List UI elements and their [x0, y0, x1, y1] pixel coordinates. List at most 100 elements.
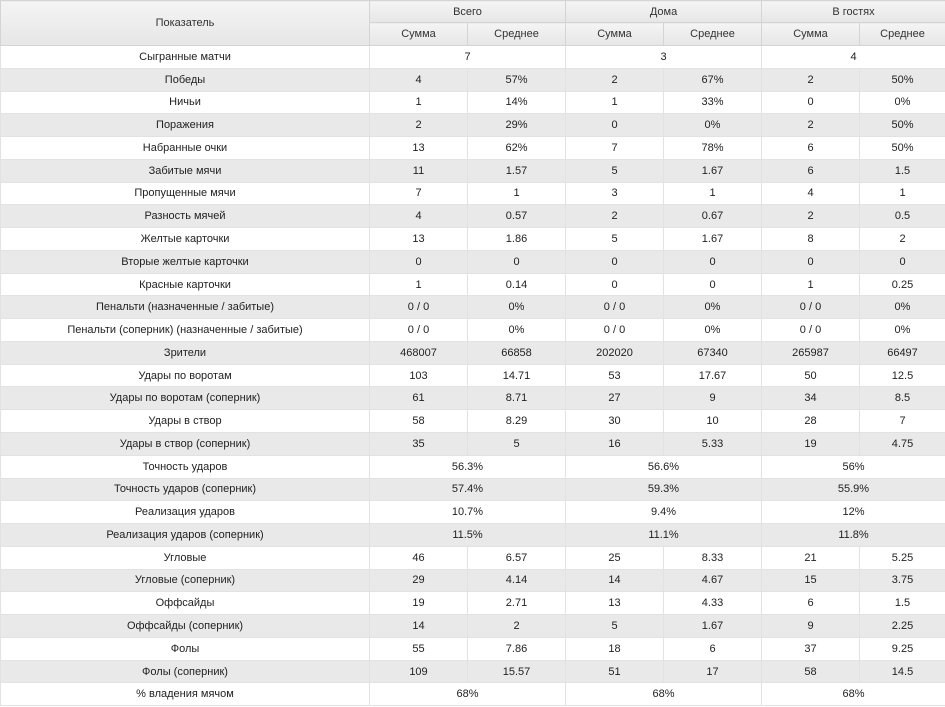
table-row: Набранные очки 13 62% 7 78% 6 50% — [0, 136, 945, 160]
group-header-total: Всего — [369, 0, 566, 23]
table-cell: 1 — [565, 90, 664, 115]
table-cell: 8.33 — [663, 545, 762, 570]
table-cell: 4.14 — [467, 568, 566, 593]
table-cell: 5 — [467, 432, 566, 456]
row-label: Забитые мячи — [0, 158, 370, 183]
table-cell: 55 — [369, 636, 468, 661]
row-label: Удары по воротам (соперник) — [0, 386, 370, 411]
table-cell: 202020 — [565, 340, 664, 365]
row-label: Удары по воротам — [0, 363, 370, 388]
table-cell-merged: 56.6% — [565, 454, 762, 479]
table-cell: 7 — [369, 181, 468, 206]
row-label: Оффсайды (соперник) — [0, 614, 370, 638]
column-header-home-sum[interactable]: Сумма — [565, 22, 664, 46]
table-cell: 1.86 — [467, 227, 566, 251]
row-label: Фолы — [0, 636, 370, 661]
group-header-away: В гостях — [761, 0, 945, 23]
table-cell: 0.25 — [859, 272, 945, 297]
table-row: Точность ударов (соперник) 57.4% 59.3% 55.9… — [0, 477, 945, 502]
table-cell-merged: 68% — [565, 682, 762, 707]
table-cell: 29% — [467, 113, 566, 138]
table-cell: 1 — [859, 181, 945, 206]
table-cell: 6 — [761, 136, 860, 160]
table-row: Удары по воротам 103 14.71 53 17.67 50 12.5 — [0, 363, 945, 388]
table-cell: 9 — [663, 386, 762, 411]
table-cell: 2 — [369, 113, 468, 138]
column-header-indicator[interactable]: Показатель — [0, 0, 370, 46]
table-cell: 34 — [761, 386, 860, 411]
table-cell-merged: 9.4% — [565, 500, 762, 525]
table-cell: 6.57 — [467, 545, 566, 570]
table-cell-merged: 7 — [369, 45, 566, 69]
table-cell: 0 — [761, 90, 860, 115]
table-cell: 0 — [663, 272, 762, 297]
table-cell: 37 — [761, 636, 860, 661]
row-label: Вторые желтые карточки — [0, 249, 370, 274]
table-cell: 50% — [859, 67, 945, 92]
table-cell: 0 / 0 — [761, 295, 860, 320]
table-cell: 53 — [565, 363, 664, 388]
table-cell: 3 — [565, 181, 664, 206]
row-label: Реализация ударов (соперник) — [0, 523, 370, 547]
table-cell: 0.5 — [859, 204, 945, 229]
table-cell: 468007 — [369, 340, 468, 365]
row-label: Удары в створ — [0, 409, 370, 434]
table-cell: 14% — [467, 90, 566, 115]
table-cell: 35 — [369, 432, 468, 456]
table-cell: 0% — [663, 295, 762, 320]
row-label: Победы — [0, 67, 370, 92]
table-cell: 0% — [663, 318, 762, 342]
table-cell-merged: 56.3% — [369, 454, 566, 479]
table-cell: 29 — [369, 568, 468, 593]
table-cell: 19 — [761, 432, 860, 456]
row-label: Пропущенные мячи — [0, 181, 370, 206]
table-cell: 0 — [565, 113, 664, 138]
table-cell: 109 — [369, 659, 468, 684]
table-cell-merged: 4 — [761, 45, 945, 69]
column-header-total-sum[interactable]: Сумма — [369, 22, 468, 46]
table-row: Точность ударов 56.3% 56.6% 56% — [0, 454, 945, 479]
table-cell: 5 — [565, 614, 664, 638]
table-cell: 15.57 — [467, 659, 566, 684]
table-row: Поражения 2 29% 0 0% 2 50% — [0, 113, 945, 138]
table-cell: 4 — [761, 181, 860, 206]
table-cell: 103 — [369, 363, 468, 388]
table-row: Угловые (соперник) 29 4.14 14 4.67 15 3.75 — [0, 568, 945, 593]
row-label: Пенальти (назначенные / забитые) — [0, 295, 370, 320]
row-label: Угловые — [0, 545, 370, 570]
table-cell: 28 — [761, 409, 860, 434]
table-cell: 14 — [565, 568, 664, 593]
table-row: Угловые 46 6.57 25 8.33 21 5.25 — [0, 545, 945, 570]
table-cell-merged: 68% — [369, 682, 566, 707]
table-cell: 66497 — [859, 340, 945, 365]
table-cell: 2 — [859, 227, 945, 251]
table-cell: 2 — [565, 67, 664, 92]
table-row: Желтые карточки 13 1.86 5 1.67 8 2 — [0, 227, 945, 251]
table-row: Удары в створ (соперник) 35 5 16 5.33 19 4.75 — [0, 432, 945, 456]
table-cell-merged: 11.1% — [565, 523, 762, 547]
table-cell: 0 — [369, 249, 468, 274]
table-cell: 0% — [663, 113, 762, 138]
row-label: Разность мячей — [0, 204, 370, 229]
row-label: Желтые карточки — [0, 227, 370, 251]
table-cell: 16 — [565, 432, 664, 456]
table-cell: 1.67 — [663, 158, 762, 183]
table-cell: 0 / 0 — [565, 318, 664, 342]
table-cell: 0 — [467, 249, 566, 274]
group-header-home: Дома — [565, 0, 762, 23]
row-label: Оффсайды — [0, 591, 370, 616]
column-header-away-sum[interactable]: Сумма — [761, 22, 860, 46]
table-cell: 7 — [565, 136, 664, 160]
table-cell: 51 — [565, 659, 664, 684]
column-header-away-avg[interactable]: Среднее — [859, 22, 945, 46]
table-cell: 1 — [467, 181, 566, 206]
table-cell: 18 — [565, 636, 664, 661]
row-label: Точность ударов — [0, 454, 370, 479]
table-cell: 0 — [565, 249, 664, 274]
table-cell-merged: 11.5% — [369, 523, 566, 547]
row-label: Набранные очки — [0, 136, 370, 160]
table-cell: 0.67 — [663, 204, 762, 229]
column-header-home-avg[interactable]: Среднее — [663, 22, 762, 46]
table-cell: 2 — [565, 204, 664, 229]
column-header-total-avg[interactable]: Среднее — [467, 22, 566, 46]
